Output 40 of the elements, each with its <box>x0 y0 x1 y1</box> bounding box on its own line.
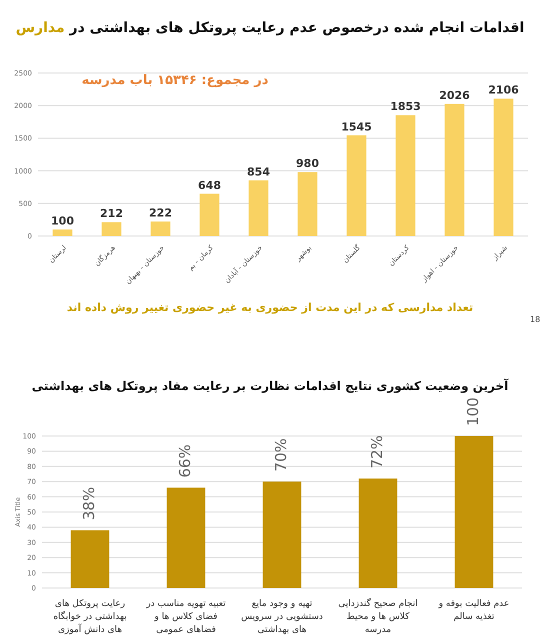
bar <box>262 482 302 588</box>
bar <box>454 436 494 588</box>
bar <box>494 98 514 236</box>
data-label: 1853 <box>390 100 421 114</box>
data-label: 222 <box>149 206 172 220</box>
x-tick-label: رعایت پروتکل های بهداشتی در خوابگاه های دانش آموزی <box>53 599 127 635</box>
data-label: 212 <box>100 207 123 220</box>
data-label: 1545 <box>341 120 372 134</box>
bar <box>200 194 220 236</box>
bar <box>444 104 464 236</box>
data-label: 648 <box>198 178 221 192</box>
chart-title: آخرین وضعیت کشوری نتایج اقدامات نظارت بر رعایت مفاد پروتکل های بهداشتی <box>32 378 510 393</box>
bar <box>248 180 268 236</box>
bar <box>102 222 122 236</box>
bar <box>70 530 110 588</box>
data-label: 38% <box>80 486 98 520</box>
bar <box>346 135 366 236</box>
bar <box>358 478 398 588</box>
x-tick-label: تعبیه تهویه مناسب در فضای کلاس ها و فضاهای عمومی <box>145 599 226 635</box>
data-label: 72% <box>368 435 386 469</box>
x-tick-label: انجام صحیح گندزدایی کلاس ها و محیط مدرسه <box>338 597 418 635</box>
annotation: در مجموع: ۱۵۳۴۶ باب مدرسه <box>82 73 269 88</box>
data-label: 100 <box>464 397 482 426</box>
data-label: 66% <box>176 444 194 478</box>
x-tick-label: عدم فعالیت بوفه و تغذیه سالم <box>438 599 510 622</box>
bar <box>298 172 318 236</box>
chart-title: اقدامات انجام شده درخصوص عدم رعایت پروتکل های بهداشتی در مدارس <box>16 20 524 36</box>
bar <box>396 115 416 236</box>
text: 18 <box>530 315 540 324</box>
text: تعداد مدارسی که در این مدت از حضوری به غیر حضوری تغییر روش داده اند <box>66 301 474 314</box>
data-label: 2026 <box>439 88 470 102</box>
data-label: 100 <box>51 214 74 228</box>
bar <box>52 229 72 236</box>
data-label: 854 <box>247 165 270 178</box>
bar <box>166 488 206 588</box>
bar <box>150 222 170 236</box>
data-label: 2106 <box>488 84 520 97</box>
data-label: 70% <box>272 438 290 472</box>
x-tick-label: تهیه و وجود مایع دستشویی در سرویس های بهداشتی <box>241 599 323 635</box>
data-label: 980 <box>296 157 320 170</box>
